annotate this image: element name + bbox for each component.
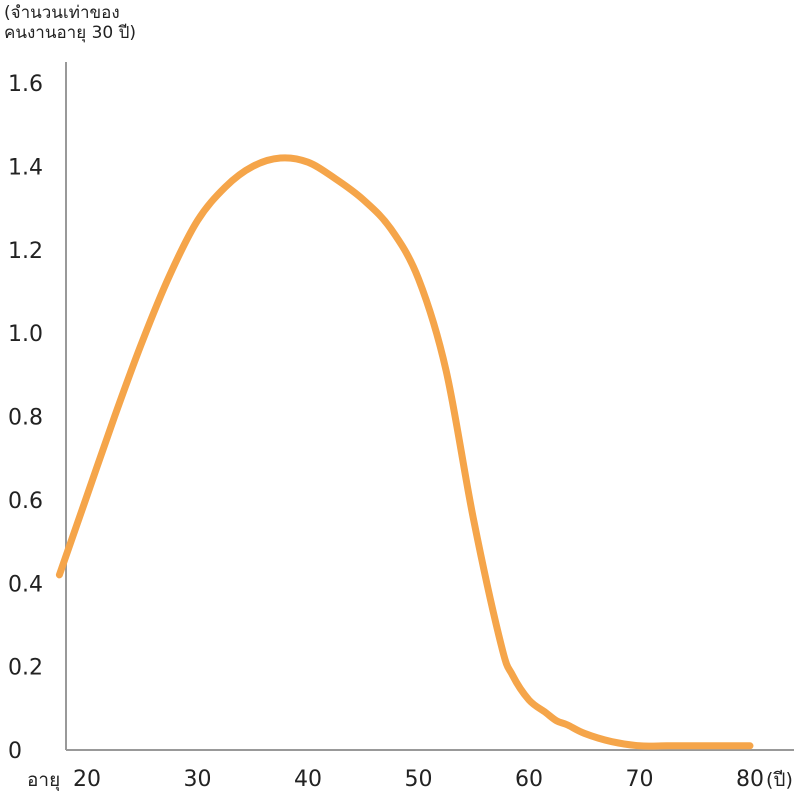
- y-tick-label: 1.4: [8, 155, 43, 180]
- x-axis-prefix-label: อายุ: [27, 769, 60, 792]
- x-tick-label: 50: [405, 767, 433, 792]
- y-axis-label-line-2: คนงานอายุ 30 ปี): [4, 23, 137, 43]
- y-tick-label: 1.0: [8, 322, 43, 347]
- x-axis-unit-label: (ปี): [766, 769, 793, 791]
- y-tick-label: 1.2: [8, 239, 43, 264]
- y-tick-label: 0: [8, 739, 22, 764]
- x-tick-label: 60: [515, 767, 543, 792]
- y-tick-label: 0.6: [8, 489, 43, 514]
- x-tick-label: 80: [736, 767, 764, 792]
- x-tick-label: 70: [626, 767, 654, 792]
- x-tick-label: 20: [73, 767, 101, 792]
- x-tick-label: 40: [294, 767, 322, 792]
- y-axis-label-line-1: (จำนวนเท่าของ: [4, 3, 120, 23]
- y-tick-label: 1.6: [8, 72, 43, 97]
- x-tick-label: 30: [184, 767, 212, 792]
- y-tick-label: 0.2: [8, 656, 43, 681]
- y-tick-label: 0.4: [8, 572, 43, 597]
- series-line: [55, 154, 754, 750]
- y-tick-label: 0.8: [8, 406, 43, 431]
